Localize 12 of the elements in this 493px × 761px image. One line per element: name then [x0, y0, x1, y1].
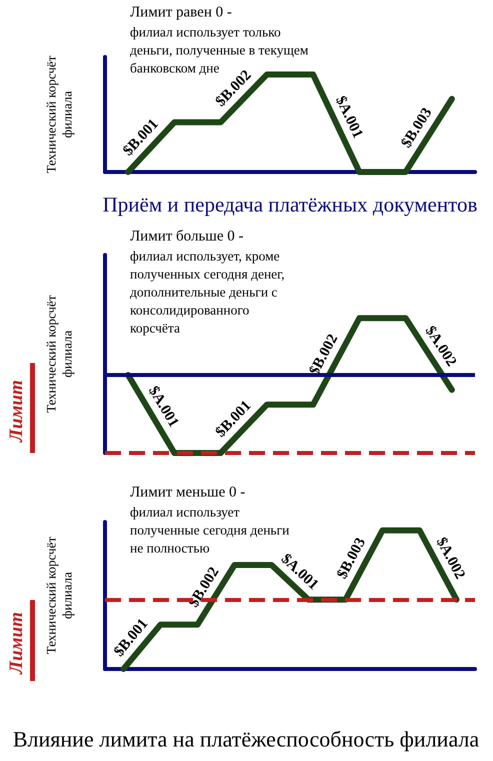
x-axis-title: Приём и передача платёжных документов	[102, 192, 478, 216]
ref-line-label: Лимит	[6, 612, 28, 674]
chart-title: Лимит меньше 0 -	[130, 484, 246, 500]
text: Влияние лимита на платёжеспособность филиала	[12, 726, 480, 752]
y-axis-title: Технический корсчёт филиала	[44, 536, 74, 654]
chart-title: Лимит больше 0 -	[130, 228, 244, 244]
y-axis-title: Технический корсчёт филиала	[44, 294, 74, 413]
chart-title: Лимит равен 0 -	[130, 4, 232, 20]
chart-subtitle: филиал использует, кроме полученных сегодня денег, дополнительные деньги с консолидированного корсчёта	[130, 248, 288, 336]
chart-subtitle: филиал использует полученные сегодня деньги не полностью	[130, 504, 293, 556]
y-axis-title: Технический корсчёт филиала	[44, 55, 74, 174]
ref-line-label: Лимит	[6, 380, 28, 442]
